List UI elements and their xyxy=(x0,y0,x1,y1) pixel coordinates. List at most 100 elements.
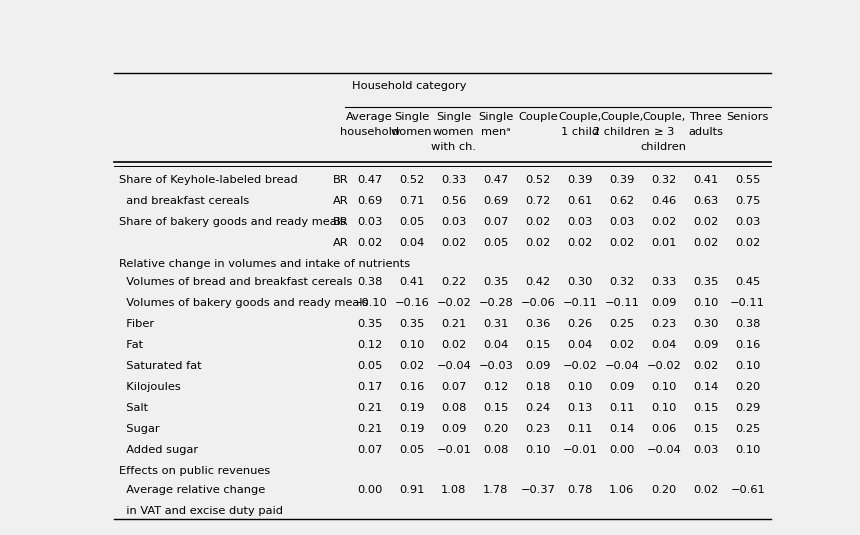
Text: Kilojoules: Kilojoules xyxy=(119,382,181,392)
Text: 1.78: 1.78 xyxy=(483,485,508,495)
Text: −0.10: −0.10 xyxy=(353,298,387,308)
Text: 0.52: 0.52 xyxy=(399,174,424,185)
Text: 0.03: 0.03 xyxy=(735,217,760,227)
Text: AR: AR xyxy=(333,196,348,205)
Text: 0.15: 0.15 xyxy=(525,340,550,350)
Text: Fiber: Fiber xyxy=(119,319,154,329)
Text: Seniors: Seniors xyxy=(727,112,769,121)
Text: Couple: Couple xyxy=(518,112,557,121)
Text: 0.10: 0.10 xyxy=(735,445,760,455)
Text: 0.52: 0.52 xyxy=(525,174,550,185)
Text: 0.30: 0.30 xyxy=(567,277,593,287)
Text: 0.02: 0.02 xyxy=(441,238,466,248)
Text: women: women xyxy=(391,127,433,137)
Text: Volumes of bakery goods and ready meals: Volumes of bakery goods and ready meals xyxy=(119,298,368,308)
Text: 0.02: 0.02 xyxy=(525,238,550,248)
Text: 0.08: 0.08 xyxy=(483,445,508,455)
Text: 0.04: 0.04 xyxy=(651,340,676,350)
Text: −0.11: −0.11 xyxy=(562,298,597,308)
Text: 0.02: 0.02 xyxy=(525,217,550,227)
Text: 0.10: 0.10 xyxy=(651,382,676,392)
Text: 0.23: 0.23 xyxy=(525,424,550,434)
Text: menᵃ: menᵃ xyxy=(481,127,511,137)
Text: 0.21: 0.21 xyxy=(357,424,383,434)
Text: 0.10: 0.10 xyxy=(567,382,593,392)
Text: Average relative change: Average relative change xyxy=(119,485,265,495)
Text: 0.35: 0.35 xyxy=(399,319,425,329)
Text: with ch.: with ch. xyxy=(431,142,476,152)
Text: 0.19: 0.19 xyxy=(399,403,425,413)
Text: BR: BR xyxy=(333,174,348,185)
Text: 0.33: 0.33 xyxy=(441,174,466,185)
Text: 0.46: 0.46 xyxy=(651,196,676,205)
Text: Single: Single xyxy=(478,112,513,121)
Text: 0.14: 0.14 xyxy=(693,382,718,392)
Text: 0.25: 0.25 xyxy=(735,424,760,434)
Text: 2 children: 2 children xyxy=(593,127,650,137)
Text: Effects on public revenues: Effects on public revenues xyxy=(119,466,270,476)
Text: children: children xyxy=(641,142,686,152)
Text: 0.39: 0.39 xyxy=(567,174,593,185)
Text: 0.20: 0.20 xyxy=(651,485,676,495)
Text: −0.02: −0.02 xyxy=(562,361,597,371)
Text: 0.05: 0.05 xyxy=(399,445,425,455)
Text: 0.11: 0.11 xyxy=(609,403,635,413)
Text: 0.04: 0.04 xyxy=(399,238,424,248)
Text: −0.01: −0.01 xyxy=(562,445,597,455)
Text: 0.30: 0.30 xyxy=(693,319,718,329)
Text: 0.12: 0.12 xyxy=(357,340,383,350)
Text: Share of bakery goods and ready meals: Share of bakery goods and ready meals xyxy=(119,217,346,227)
Text: 0.56: 0.56 xyxy=(441,196,466,205)
Text: 0.47: 0.47 xyxy=(483,174,508,185)
Text: −0.28: −0.28 xyxy=(478,298,513,308)
Text: 0.69: 0.69 xyxy=(357,196,383,205)
Text: 0.10: 0.10 xyxy=(651,403,676,413)
Text: 0.09: 0.09 xyxy=(693,340,718,350)
Text: 0.09: 0.09 xyxy=(609,382,635,392)
Text: 1.08: 1.08 xyxy=(441,485,466,495)
Text: −0.06: −0.06 xyxy=(520,298,555,308)
Text: 0.02: 0.02 xyxy=(567,238,593,248)
Text: 0.22: 0.22 xyxy=(441,277,466,287)
Text: 0.45: 0.45 xyxy=(735,277,760,287)
Text: 0.05: 0.05 xyxy=(357,361,383,371)
Text: 0.13: 0.13 xyxy=(567,403,593,413)
Text: ≥ 3: ≥ 3 xyxy=(654,127,674,137)
Text: Volumes of bread and breakfast cereals: Volumes of bread and breakfast cereals xyxy=(119,277,353,287)
Text: Single: Single xyxy=(436,112,471,121)
Text: 0.25: 0.25 xyxy=(609,319,635,329)
Text: −0.01: −0.01 xyxy=(436,445,471,455)
Text: 0.31: 0.31 xyxy=(483,319,508,329)
Text: household: household xyxy=(341,127,399,137)
Text: 0.91: 0.91 xyxy=(399,485,425,495)
Text: 0.15: 0.15 xyxy=(483,403,508,413)
Text: 0.02: 0.02 xyxy=(735,238,760,248)
Text: 0.03: 0.03 xyxy=(441,217,466,227)
Text: 0.02: 0.02 xyxy=(357,238,383,248)
Text: 1.06: 1.06 xyxy=(609,485,635,495)
Text: 0.71: 0.71 xyxy=(399,196,425,205)
Text: 0.20: 0.20 xyxy=(483,424,508,434)
Text: −0.02: −0.02 xyxy=(647,361,681,371)
Text: 0.07: 0.07 xyxy=(357,445,383,455)
Text: 0.07: 0.07 xyxy=(441,382,466,392)
Text: 0.14: 0.14 xyxy=(609,424,635,434)
Text: Couple,: Couple, xyxy=(600,112,643,121)
Text: in VAT and excise duty paid: in VAT and excise duty paid xyxy=(119,506,283,516)
Text: Saturated fat: Saturated fat xyxy=(119,361,201,371)
Text: 0.08: 0.08 xyxy=(441,403,466,413)
Text: 0.09: 0.09 xyxy=(441,424,466,434)
Text: 0.21: 0.21 xyxy=(441,319,466,329)
Text: −0.02: −0.02 xyxy=(436,298,471,308)
Text: 0.00: 0.00 xyxy=(357,485,383,495)
Text: −0.61: −0.61 xyxy=(730,485,765,495)
Text: 0.21: 0.21 xyxy=(357,403,383,413)
Text: Three: Three xyxy=(690,112,722,121)
Text: 0.35: 0.35 xyxy=(693,277,718,287)
Text: 0.16: 0.16 xyxy=(399,382,424,392)
Text: 0.32: 0.32 xyxy=(609,277,635,287)
Text: 0.38: 0.38 xyxy=(735,319,760,329)
Text: 0.15: 0.15 xyxy=(693,424,718,434)
Text: and breakfast cereals: and breakfast cereals xyxy=(119,196,249,205)
Text: Household category: Household category xyxy=(352,81,467,90)
